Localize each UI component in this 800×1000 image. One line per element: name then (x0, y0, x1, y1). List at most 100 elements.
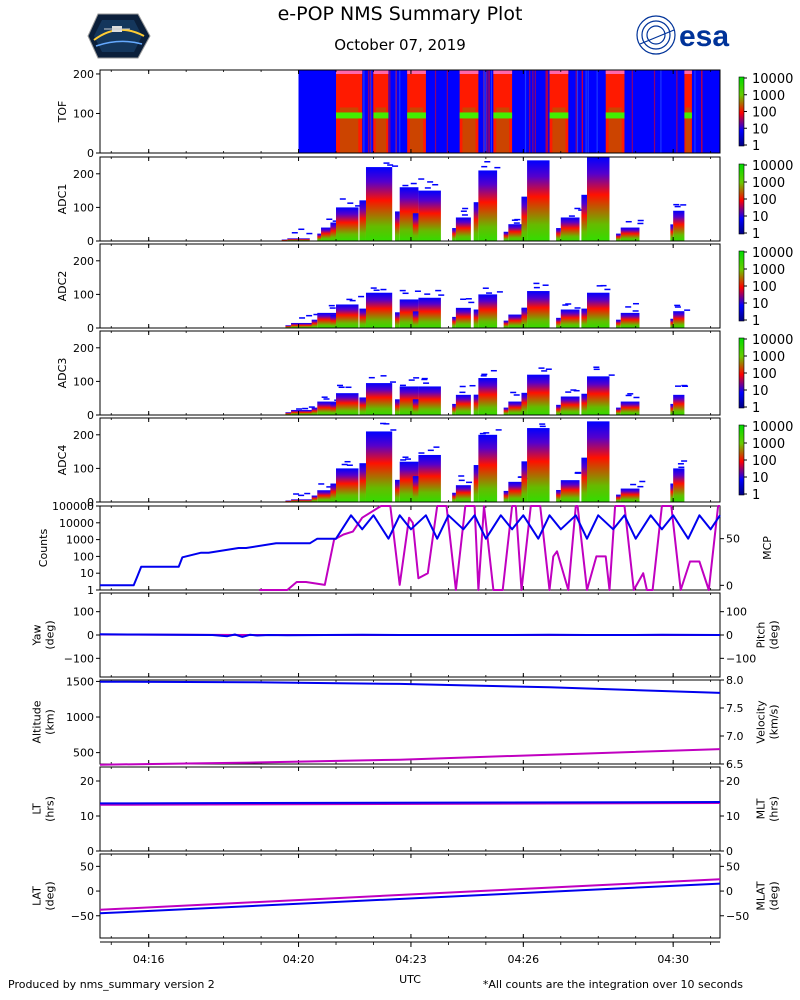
adc-column-step (359, 463, 366, 502)
adc-dash (479, 432, 486, 435)
tof-band-line (336, 112, 363, 119)
y-axis-label-left-line: Yaw (31, 625, 44, 647)
y-tick-label: 200 (73, 429, 94, 442)
colorbar-tick-label: 1000 (752, 176, 785, 191)
adc-dash (570, 389, 577, 391)
y-axis-label-line: ADC4 (56, 445, 69, 476)
y-tick-label: −100 (64, 652, 94, 665)
adc-dash (358, 295, 365, 298)
page-date: October 07, 2019 (334, 36, 466, 54)
y-axis-label-right-line: Pitch (755, 622, 768, 649)
adc-dash (480, 375, 487, 377)
adc-dash (321, 396, 328, 398)
y-tick-label: 20 (80, 775, 94, 788)
adc-dash (326, 218, 333, 221)
adc-column (478, 294, 498, 328)
tof-band-top (605, 70, 625, 74)
mission-logo (87, 13, 151, 59)
tof-streak (575, 70, 577, 153)
adc-column-step (616, 494, 621, 502)
y-axis-label-right-line: Velocity (755, 700, 768, 744)
adc-dash (432, 183, 439, 186)
tof-streak (434, 70, 437, 153)
adc-column-step (330, 315, 337, 328)
adc-dash (380, 375, 387, 377)
tof-streak (653, 70, 656, 153)
tof-band-core (496, 107, 510, 153)
y-tick-label: 200 (73, 68, 94, 81)
adc-dash (674, 306, 681, 308)
y-tick-label: 100 (73, 288, 94, 301)
adc-dash (513, 222, 520, 224)
adc-dash (408, 379, 415, 381)
colorbar-tick-label: 100 (752, 106, 777, 121)
y-tick-label: 100 (73, 107, 94, 120)
adc-dash (424, 187, 431, 189)
y-tick-label-right: 100 (726, 606, 747, 619)
adc-dash (413, 377, 420, 379)
y-tick-label: 100 (73, 201, 94, 214)
tof-band-line (407, 112, 426, 119)
y-tick-label: 1 (87, 584, 94, 597)
y-tick-label: 100 (73, 550, 94, 563)
adc-dash (510, 391, 517, 394)
colorbar-tick-label: 1000 (752, 89, 785, 104)
tof-streak (389, 70, 391, 153)
adc-column (620, 488, 640, 502)
y-axis-label: ADC1 (56, 184, 69, 215)
y-tick-label-right: 6.5 (726, 758, 744, 771)
adc-dash (435, 289, 442, 292)
tof-band-core (339, 107, 359, 153)
tof-streak (546, 70, 549, 153)
y-axis-label-line: TOF (56, 101, 69, 124)
y-axis-label-right: MLAT(deg) (755, 881, 781, 911)
y-tick-label: 100 (73, 462, 94, 475)
tof-band-core (375, 107, 387, 153)
adc-column-step (670, 483, 674, 502)
tof-band-top (493, 70, 513, 74)
adc-column (527, 291, 550, 328)
adc-dash (306, 314, 313, 317)
y-axis-label-left-line: (hrs) (44, 796, 57, 822)
plot-frame (99, 156, 721, 242)
adc-column-step (412, 476, 419, 502)
adc-dash (380, 422, 387, 425)
adc-column (478, 434, 498, 502)
adc-column-step (473, 202, 479, 241)
adc-dash (302, 407, 309, 410)
series-velocity (99, 680, 721, 694)
series-lat (99, 878, 721, 911)
tof-streak (694, 70, 696, 153)
page-title: e-POP NMS Summary Plot (278, 3, 523, 25)
tof-streak (596, 70, 598, 153)
tof-streak (529, 70, 531, 153)
adc-dash (483, 432, 490, 434)
tof-band-line (373, 112, 389, 119)
tof-streak (488, 70, 490, 153)
adc-column-step (412, 399, 419, 415)
adc-column (418, 454, 441, 502)
adc-column (317, 490, 340, 502)
adc-dash (496, 291, 503, 293)
plot-frame (99, 853, 721, 939)
tof-streak (399, 70, 401, 153)
y-tick-label: 10 (80, 810, 94, 823)
tof-band-top (549, 70, 569, 74)
adc-column-step (452, 492, 456, 502)
adc-dash (533, 286, 540, 289)
tof-band-top (373, 70, 389, 74)
adc-column-step (521, 307, 528, 328)
adc-column-step (473, 465, 479, 502)
adc-dash (633, 396, 640, 399)
adc-dash (459, 385, 466, 388)
adc-dash (404, 458, 411, 460)
adc-dash (533, 282, 540, 285)
adc-dash (344, 460, 351, 463)
y-axis-label: ADC2 (56, 271, 69, 302)
adc-column-step (281, 239, 288, 241)
footer-right: *All counts are the integration over 10 … (483, 978, 743, 991)
adc-dash (380, 288, 387, 291)
colorbar-tick-label: 10 (752, 210, 769, 225)
y-tick-label: 1000 (66, 711, 94, 724)
